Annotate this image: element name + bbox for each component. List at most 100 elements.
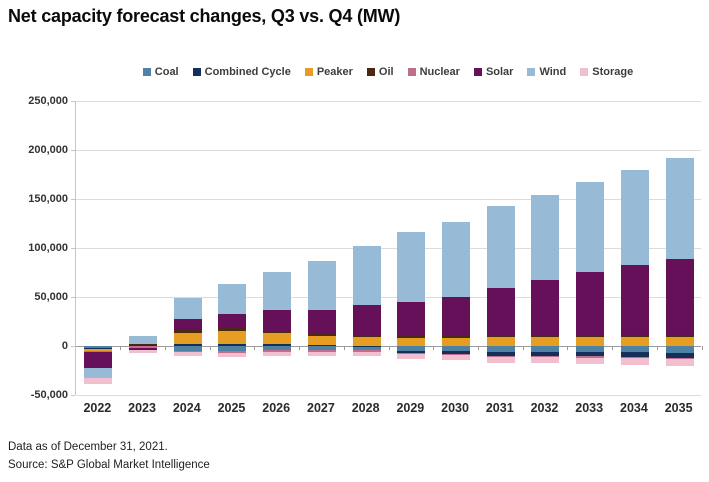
bar-segment-peaker-2032 (531, 337, 560, 346)
bar-segment-oil-2025 (218, 326, 247, 331)
bar-segment-combined-cycle-2035 (665, 352, 694, 358)
bar-segment-oil-2032 (531, 335, 560, 338)
bar-segment-peaker-2026 (263, 332, 292, 345)
bar-segment-peaker-2024 (173, 332, 202, 344)
bar-segment-nuclear-2023 (129, 346, 158, 349)
bar-segment-wind-2030 (442, 221, 471, 297)
bar-segment-storage-2029 (397, 354, 426, 359)
legend-swatch-combined-cycle-icon (192, 68, 201, 76)
bar-segment-peaker-2035 (665, 336, 694, 346)
legend: Coal Combined Cycle Peaker Oil Nuclear Solar W… (75, 66, 701, 78)
bar-segment-solar-2025 (218, 314, 247, 327)
bar-segment-oil-2033 (576, 335, 605, 338)
bar-group-2030 (434, 101, 479, 395)
bar-segment-solar-2031 (486, 287, 515, 336)
x-axis-label-2033: 2033 (575, 401, 604, 415)
bar-segment-oil-2023 (129, 343, 158, 345)
y-axis-tick (71, 199, 75, 200)
gridline (76, 199, 701, 200)
bar-segment-storage-2034 (620, 358, 649, 365)
bar-segment-oil-2022 (84, 350, 113, 352)
bar-segment-nuclear-2022 (84, 351, 113, 352)
bar-segment-combined-cycle-2022 (84, 347, 113, 350)
bar-segment-peaker-2028 (352, 337, 381, 346)
bar-segment-coal-2027 (307, 346, 336, 351)
bar-segment-oil-2029 (397, 336, 426, 338)
bar-segment-coal-2022 (84, 346, 113, 348)
bar-segment-coal-2024 (173, 346, 202, 351)
bar-segment-wind-2031 (486, 205, 515, 288)
bar-segment-nuclear-2034 (620, 356, 649, 359)
x-axis-label-2028: 2028 (351, 401, 380, 415)
bar-segment-storage-2024 (173, 352, 202, 357)
y-axis-label: 100,000 (28, 242, 68, 254)
bar-segment-combined-cycle-2024 (173, 343, 202, 346)
y-axis-tick (71, 101, 75, 102)
x-axis-tick (254, 346, 256, 350)
legend-swatch-wind-icon (527, 68, 536, 76)
bar-segment-oil-2028 (352, 335, 381, 338)
bar-segment-wind-2026 (263, 271, 292, 310)
bar-segment-coal-2025 (218, 346, 247, 352)
bar-group-2022 (76, 101, 121, 395)
bar-segment-peaker-2022 (84, 349, 113, 351)
x-axis-label-2035: 2035 (664, 401, 693, 415)
bar-segment-oil-2031 (486, 335, 515, 338)
legend-item-peaker: Peaker (304, 66, 353, 78)
bar-segment-coal-2034 (620, 346, 649, 353)
bar-segment-solar-2023 (129, 348, 158, 351)
bar-segment-coal-2032 (531, 346, 560, 353)
bar-segment-solar-2034 (620, 264, 649, 336)
bar-group-2027 (300, 101, 345, 395)
x-axis-label-2031: 2031 (485, 401, 514, 415)
x-axis-tick (343, 346, 345, 350)
bar-segment-peaker-2027 (307, 335, 336, 345)
bar-segment-coal-2031 (486, 346, 515, 353)
bar-segment-storage-2033 (576, 357, 605, 364)
x-axis-tick (656, 346, 658, 350)
bar-segment-storage-2031 (486, 357, 515, 363)
bar-segment-storage-2026 (263, 351, 292, 357)
legend-label-solar: Solar (485, 66, 514, 78)
bar-segment-storage-2035 (665, 359, 694, 366)
bar-group-2034 (613, 101, 658, 395)
legend-swatch-storage-icon (580, 68, 589, 76)
bar-segment-coal-2026 (263, 346, 292, 351)
bar-segment-solar-2026 (263, 309, 292, 331)
legend-label-combined-cycle: Combined Cycle (204, 66, 291, 78)
legend-label-nuclear: Nuclear (419, 66, 460, 78)
bar-group-2025 (210, 101, 255, 395)
legend-swatch-nuclear-icon (407, 68, 416, 76)
bar-segment-nuclear-2026 (263, 350, 292, 352)
bar-segment-solar-2035 (665, 258, 694, 336)
bar-segment-nuclear-2030 (442, 353, 471, 356)
bar-segment-oil-2030 (442, 336, 471, 338)
x-axis-label-2025: 2025 (217, 401, 246, 415)
bar-segment-peaker-2033 (576, 337, 605, 346)
bar-segment-nuclear-2033 (576, 356, 605, 358)
y-axis-tick (71, 150, 75, 151)
bar-segment-solar-2029 (397, 301, 426, 337)
x-axis-tick (299, 346, 301, 350)
bar-segment-wind-2022 (84, 368, 113, 378)
legend-swatch-peaker-icon (304, 68, 313, 76)
bar-segment-solar-2028 (352, 305, 381, 336)
y-axis-label: 50,000 (34, 291, 68, 303)
bar-segment-storage-2027 (307, 351, 336, 357)
bar-segment-wind-2023 (129, 336, 158, 344)
bar-segment-wind-2028 (352, 245, 381, 306)
bar-segment-combined-cycle-2032 (531, 352, 560, 356)
bar-group-2028 (344, 101, 389, 395)
bar-segment-oil-2034 (620, 335, 649, 337)
gridline (76, 395, 701, 396)
legend-label-coal: Coal (154, 66, 179, 78)
x-axis-label-2034: 2034 (620, 401, 648, 415)
legend-item-coal: Coal (142, 66, 179, 78)
bar-segment-storage-2030 (442, 355, 471, 361)
x-axis-label-2027: 2027 (307, 401, 335, 415)
chart-title: Net capacity forecast changes, Q3 vs. Q4… (8, 6, 401, 26)
legend-item-wind: Wind (527, 66, 566, 78)
bar-segment-coal-2033 (576, 346, 605, 353)
bar-segment-solar-2032 (531, 279, 560, 336)
data-as-of-note: Data as of December 31, 2021. (8, 441, 168, 453)
